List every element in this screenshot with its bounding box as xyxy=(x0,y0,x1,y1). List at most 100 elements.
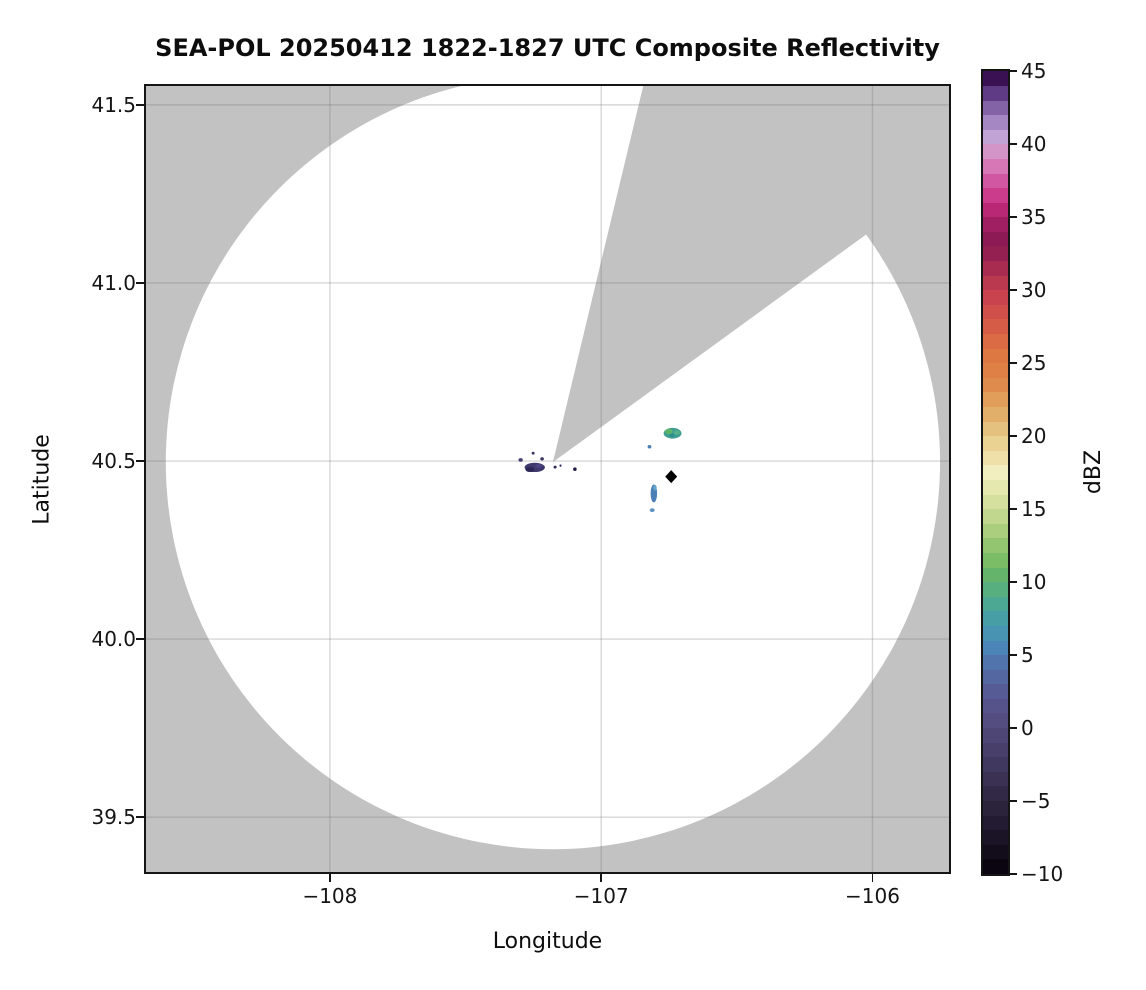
colorbar-band xyxy=(983,173,1008,189)
y-tick-label: 41.5 xyxy=(91,92,136,117)
colorbar-tick-label: 15 xyxy=(1021,497,1047,521)
colorbar-tick-mark xyxy=(1010,800,1017,802)
y-tick-mark xyxy=(136,282,144,284)
colorbar-tick-label: 5 xyxy=(1021,643,1034,667)
x-tick-label: −107 xyxy=(573,884,629,908)
colorbar-tick-mark xyxy=(1010,289,1017,291)
colorbar-band xyxy=(983,830,1008,845)
colorbar-band xyxy=(983,611,1008,626)
colorbar-tick-label: 35 xyxy=(1021,205,1047,229)
echo-northeast-blue-speck xyxy=(647,444,652,449)
plot-area xyxy=(144,84,951,874)
colorbar-band xyxy=(983,640,1008,656)
plot-title: SEA-POL 20250412 1822-1827 UTC Composite… xyxy=(155,34,940,62)
colorbar-band xyxy=(983,465,1008,480)
colorbar-band xyxy=(983,407,1008,422)
x-tick-mark xyxy=(329,874,331,882)
colorbar-band xyxy=(983,290,1008,305)
colorbar-tick-mark xyxy=(1010,654,1017,656)
colorbar-band xyxy=(983,771,1008,787)
y-tick-mark xyxy=(136,104,144,106)
colorbar-tick-mark xyxy=(1010,508,1017,510)
colorbar-band xyxy=(983,275,1008,291)
colorbar-band xyxy=(983,392,1008,407)
echo-northeast-teal-echo-part xyxy=(669,433,675,438)
colorbar-tick-label: 10 xyxy=(1021,570,1047,594)
x-tick-mark xyxy=(871,874,874,882)
x-axis-label: Longitude xyxy=(492,929,603,954)
colorbar-band xyxy=(983,231,1008,247)
colorbar-band xyxy=(983,523,1008,539)
colorbar-tick-mark xyxy=(1010,581,1017,583)
y-tick-mark xyxy=(136,638,144,640)
colorbar-band xyxy=(983,859,1008,874)
colorbar-band xyxy=(983,261,1008,276)
colorbar-band xyxy=(983,509,1008,524)
colorbar-band xyxy=(983,728,1008,743)
echo-east-blue-streak-part xyxy=(653,484,657,491)
colorbar-tick-label: 40 xyxy=(1021,132,1047,156)
colorbar-tick-label: 45 xyxy=(1021,59,1047,83)
colorbar-band xyxy=(983,144,1008,159)
echo-radar-site-speck-a xyxy=(553,465,557,469)
colorbar-band xyxy=(983,684,1008,699)
colorbar-band xyxy=(983,188,1008,203)
colorbar-band xyxy=(983,319,1008,335)
colorbar-band xyxy=(983,129,1008,145)
echo-west-echo-main-part xyxy=(535,463,543,469)
colorbar-band xyxy=(983,625,1008,641)
x-tick-mark xyxy=(600,874,602,882)
colorbar-band xyxy=(983,801,1008,816)
echo-east-blue-speck xyxy=(649,508,655,513)
colorbar-band xyxy=(983,217,1008,232)
echo-west-echo-main-part xyxy=(525,467,535,473)
echo-northeast-teal-echo-part xyxy=(664,428,673,435)
colorbar-band xyxy=(983,552,1008,568)
x-tick-label: −108 xyxy=(302,884,358,908)
colorbar-band xyxy=(983,567,1008,583)
colorbar-band xyxy=(983,450,1008,466)
y-tick-label: 39.5 xyxy=(91,805,136,830)
colorbar-band xyxy=(983,815,1008,831)
colorbar-tick-mark xyxy=(1010,70,1017,72)
colorbar-band xyxy=(983,348,1008,364)
colorbar-band xyxy=(983,596,1008,612)
colorbar-tick-mark xyxy=(1010,727,1017,729)
echo-northeast-teal-echo-part xyxy=(673,430,680,435)
colorbar-band xyxy=(983,742,1008,758)
y-tick-label: 40.5 xyxy=(91,449,136,473)
colorbar-band xyxy=(983,202,1008,218)
colorbar-tick-mark xyxy=(1010,216,1017,218)
colorbar-band xyxy=(983,158,1008,174)
colorbar-band xyxy=(983,85,1008,101)
colorbar-tick-mark xyxy=(1010,873,1017,875)
colorbar-tick-label: 30 xyxy=(1021,278,1047,302)
y-tick-label: 41.0 xyxy=(91,270,136,295)
colorbar-tick-label: 20 xyxy=(1021,424,1047,448)
echo-radar-site-speck-b xyxy=(559,464,562,467)
colorbar-band xyxy=(983,421,1008,437)
y-tick-mark xyxy=(136,460,144,462)
echo-west-echo-speck-s xyxy=(540,466,544,470)
colorbar-tick-label: −5 xyxy=(1021,789,1051,813)
colorbar-tick-label: −10 xyxy=(1021,862,1064,886)
colorbar-band xyxy=(983,538,1008,553)
x-tick-label: −106 xyxy=(845,884,900,908)
colorbar-band xyxy=(983,757,1008,772)
colorbar-label: dBZ xyxy=(1081,449,1106,495)
radar-map-canvas xyxy=(146,86,949,872)
colorbar-band xyxy=(983,436,1008,451)
colorbar-band xyxy=(983,713,1008,729)
colorbar-band xyxy=(983,100,1008,116)
colorbar-tick-label: 25 xyxy=(1021,351,1047,375)
colorbar-band xyxy=(983,479,1008,495)
colorbar-band xyxy=(983,363,1008,378)
colorbar-tick-mark xyxy=(1010,362,1017,364)
blocked-sector-wedge xyxy=(552,86,949,463)
colorbar-band xyxy=(983,71,1008,86)
colorbar-band xyxy=(983,582,1008,597)
colorbar-tick-mark xyxy=(1010,143,1017,145)
echo-west-echo-speck-n xyxy=(531,451,535,455)
colorbar xyxy=(981,69,1010,876)
